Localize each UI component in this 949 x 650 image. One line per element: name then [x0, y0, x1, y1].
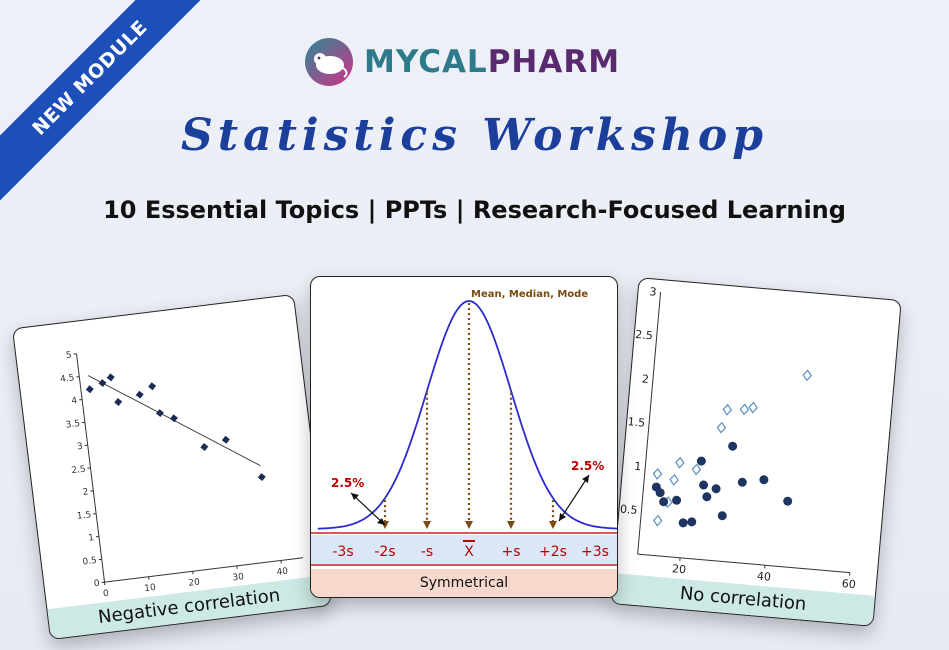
x-tick-label: 10 [144, 583, 157, 594]
y-tick-label: 3 [77, 442, 84, 453]
open-diamond-point [739, 403, 750, 416]
data-point [155, 409, 164, 418]
open-diamond-point [652, 468, 663, 480]
y-tick-label: 2.5 [71, 465, 86, 477]
rat-logo-icon [305, 38, 353, 86]
tail-left-label: 2.5% [331, 476, 364, 490]
tail-left-arrowhead [377, 518, 385, 525]
open-diamond-point [691, 463, 702, 476]
filled-circle-point [687, 517, 697, 527]
tail-right-arrowhead [559, 513, 566, 521]
y-tick-label: 1.5 [76, 510, 91, 522]
x-tick-label: 0 [103, 589, 110, 600]
y-tick-label: 0.5 [82, 556, 97, 568]
tail-left-arrow [350, 492, 386, 526]
axis-label: -3s [332, 544, 353, 560]
open-diamond-point [802, 369, 812, 382]
data-point [200, 443, 209, 451]
x-axis [637, 553, 850, 574]
data-point [98, 379, 107, 388]
data-point [85, 385, 94, 394]
open-diamond-point [748, 401, 758, 414]
peak-label: Mean, Median, Mode [471, 289, 588, 300]
filled-circle-point [702, 492, 712, 502]
y-tick-label: 2.5 [635, 328, 654, 342]
filled-circle-point [659, 497, 669, 507]
y-tick-label: 3 [649, 285, 657, 299]
data-point [135, 390, 144, 399]
y-tick-label: 5 [65, 350, 72, 361]
y-tick-label: 0 [93, 579, 100, 590]
filled-circle-point [678, 518, 688, 528]
y-tick-label: 1.5 [627, 415, 646, 429]
filled-circle-point [699, 480, 709, 490]
data-point [148, 382, 157, 391]
normal-distribution-caption: Symmetrical [311, 569, 617, 597]
axis-label: +3s [581, 544, 609, 560]
data-point [221, 435, 230, 444]
axis-label: +s [501, 544, 520, 560]
x-tick-label: 30 [232, 572, 245, 583]
filled-circle-point [783, 496, 793, 506]
data-point [106, 373, 115, 382]
filled-circle-point [717, 511, 727, 521]
y-tick-label: 1 [634, 460, 642, 474]
brand: MYCALPHARM [304, 36, 620, 88]
open-diamond-point [716, 421, 727, 434]
negative-correlation-card: 0 0.5 1 1.5 2 2.5 3 3.5 4 4.5 5 0 10 20 30 40 Negative … [11, 293, 333, 641]
filled-circle-point [759, 475, 769, 485]
no-correlation-card: 3 2.5 2 1.5 1 0.5 20 40 60 No correlation [610, 277, 902, 627]
y-tick-label: 0.5 [619, 503, 638, 517]
x-tick-label: 20 [672, 562, 687, 576]
axis-label: -s [421, 544, 433, 560]
filled-circle-point [672, 495, 682, 505]
no-correlation-chart: 3 2.5 2 1.5 1 0.5 20 40 60 [619, 285, 856, 591]
new-module-badge: NEW MODULE [0, 0, 220, 208]
data-point [169, 414, 178, 423]
negative-correlation-chart: 0 0.5 1 1.5 2 2.5 3 3.5 4 4.5 5 0 10 20 30 40 [60, 350, 304, 600]
page-subtitle: 10 Essential Topics | PPTs | Research-Fo… [103, 196, 846, 224]
x-tick-label: 20 [188, 577, 201, 588]
bell-curve [317, 300, 617, 530]
filled-circle-point [711, 484, 721, 494]
filled-circle-point [737, 477, 747, 487]
filled-circle-point [655, 488, 665, 498]
y-tick-label: 4 [71, 396, 78, 407]
y-axis [637, 292, 662, 555]
x-tick-label: 60 [841, 577, 856, 591]
data-point [257, 473, 266, 482]
axis-label: +2s [539, 544, 567, 560]
page-title: Statistics Workshop [180, 110, 769, 161]
y-tick-label: 4.5 [60, 373, 75, 385]
open-diamond-point [669, 473, 679, 486]
open-diamond-point [675, 456, 685, 469]
open-diamond-point [722, 403, 733, 416]
y-tick-label: 2 [641, 372, 649, 386]
y-tick-label: 1 [88, 533, 95, 544]
drop-arrow [465, 521, 473, 529]
x-axis [104, 557, 304, 583]
axis-label: -2s [374, 544, 395, 560]
normal-distribution-chart: Mean, Median, Mode -3s -2s -s X +s +2s +3s 2.5% 2… [311, 289, 617, 566]
tail-left-arrowhead-back [351, 493, 359, 500]
x-tick-label: 40 [756, 570, 771, 584]
brand-name: MYCALPHARM [364, 44, 621, 80]
filled-circle-point [728, 441, 738, 451]
y-tick-label: 3.5 [65, 419, 80, 431]
axis-label: X [464, 544, 474, 560]
filled-circle-point [696, 456, 706, 466]
open-diamond-point [652, 514, 663, 527]
drop-arrow [507, 521, 515, 529]
tail-right-arrowhead-back [582, 475, 589, 483]
data-point [114, 397, 123, 406]
drop-arrow [549, 521, 557, 529]
drop-arrow [423, 521, 431, 529]
y-tick-label: 2 [82, 487, 89, 498]
normal-distribution-card: Mean, Median, Mode -3s -2s -s X +s +2s +3s 2.5% 2… [310, 276, 618, 598]
tail-right-label: 2.5% [571, 459, 604, 473]
x-tick-label: 40 [276, 567, 289, 578]
tail-right-arrow [558, 474, 590, 522]
